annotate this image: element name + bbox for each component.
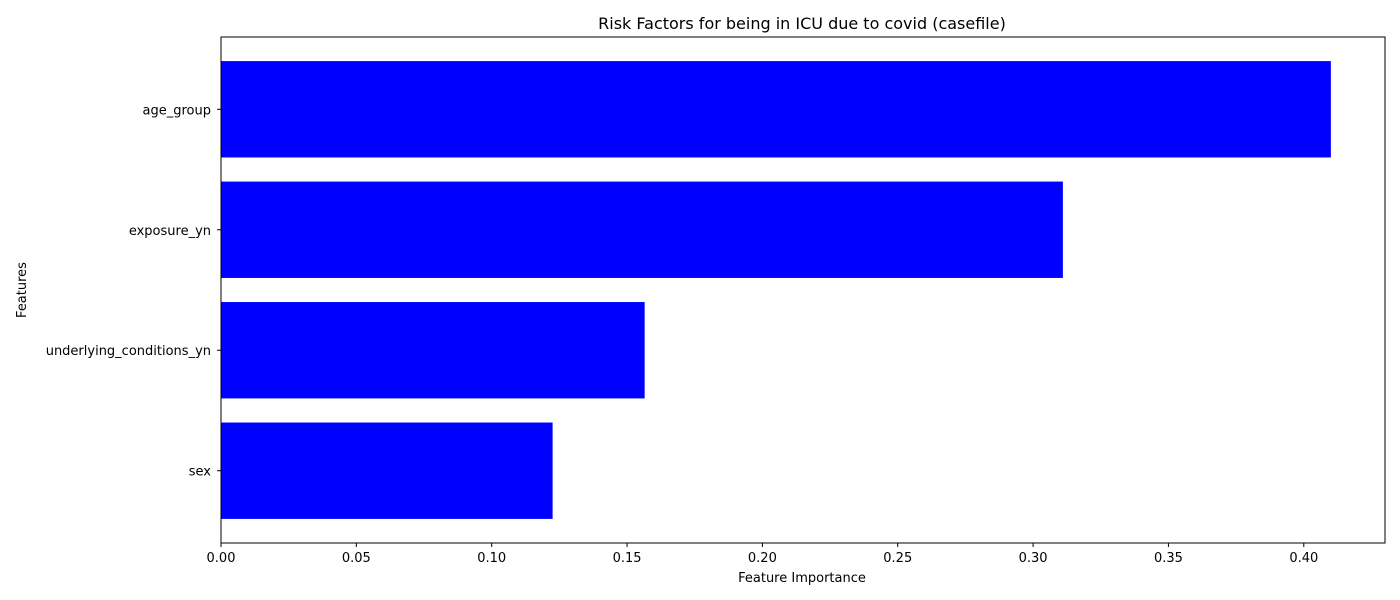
x-tick-label: 0.15	[613, 551, 642, 566]
y-ticks-group: age_group exposure_yn underlying_condition…	[46, 103, 221, 480]
x-ticks-group: 0.00 0.05 0.10 0.15 0.20 0.25 0.30 0.35 0.40	[207, 543, 1318, 566]
x-tick-label: 0.35	[1154, 551, 1183, 566]
x-tick-label: 0.30	[1019, 551, 1048, 566]
bar-underlying-conditions-yn	[221, 302, 645, 399]
y-tick-label: underlying_conditions_yn	[46, 344, 211, 359]
bar-age-group	[221, 61, 1331, 158]
y-axis-label: Features	[15, 262, 30, 318]
bar-exposure-yn	[221, 181, 1063, 278]
x-tick-label: 0.10	[477, 551, 506, 566]
bar-sex	[221, 422, 553, 519]
y-tick-label: exposure_yn	[129, 224, 211, 239]
x-tick-label: 0.25	[883, 551, 912, 566]
y-tick-label: sex	[189, 465, 212, 480]
x-tick-label: 0.40	[1289, 551, 1318, 566]
y-tick-label: age_group	[143, 103, 211, 118]
chart-title: Risk Factors for being in ICU due to cov…	[598, 14, 1006, 33]
x-axis-label: Feature Importance	[738, 571, 866, 586]
plot-frame	[220, 36, 1386, 544]
x-tick-label: 0.05	[342, 551, 371, 566]
x-tick-label: 0.00	[207, 551, 236, 566]
bars-group	[221, 61, 1331, 519]
x-tick-label: 0.20	[748, 551, 777, 566]
